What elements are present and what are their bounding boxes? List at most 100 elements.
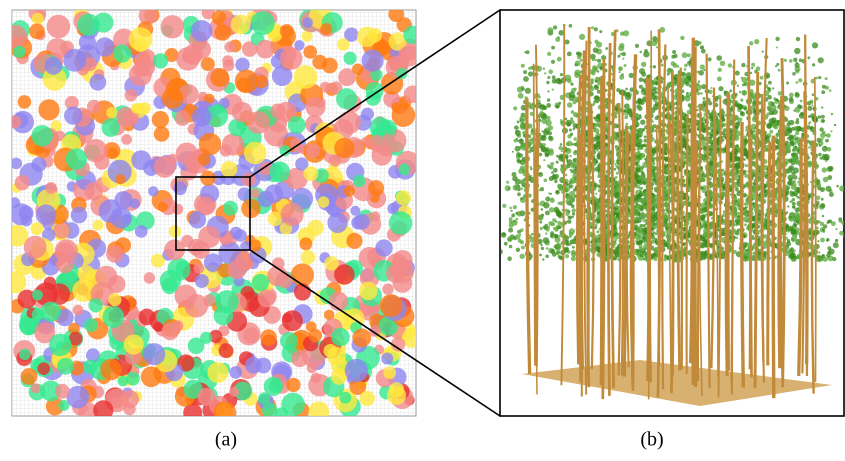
leaf (551, 171, 554, 174)
leaf (682, 124, 686, 129)
leaf (795, 161, 799, 165)
crown (30, 383, 41, 394)
crown (66, 385, 90, 409)
leaf (539, 226, 543, 231)
leaf (604, 88, 608, 92)
crown (359, 390, 375, 407)
crown (352, 174, 366, 188)
leaf (794, 249, 796, 252)
leaf (790, 200, 793, 203)
leaf (568, 182, 571, 185)
crown (143, 272, 156, 284)
crown (344, 358, 368, 383)
leaf (764, 213, 768, 217)
leaf (815, 195, 821, 201)
crown (110, 207, 132, 229)
crown (381, 352, 394, 365)
leaf (773, 123, 776, 126)
leaf (825, 138, 829, 143)
crown (390, 260, 414, 284)
leaf (818, 251, 821, 254)
leaf (507, 256, 512, 262)
crown (303, 166, 319, 182)
leaf (798, 78, 803, 83)
leaf (516, 211, 523, 217)
leaf (826, 253, 831, 258)
leaf (640, 152, 646, 158)
crown (388, 32, 407, 51)
leaf (537, 214, 544, 221)
leaf (642, 224, 646, 228)
leaf (791, 144, 795, 147)
leaf (776, 62, 780, 66)
crown (220, 161, 238, 178)
leaf (740, 76, 744, 80)
leaf (597, 123, 600, 127)
crown (255, 75, 269, 89)
leaf (623, 64, 627, 67)
leaf (698, 70, 704, 76)
leaf (616, 88, 621, 93)
crown (25, 324, 37, 335)
leaf (552, 218, 557, 223)
leaf (530, 167, 533, 171)
leaf (819, 221, 825, 226)
crown (279, 47, 303, 70)
leaf (651, 223, 658, 230)
leaf (516, 152, 521, 157)
crown (126, 371, 140, 386)
crown (123, 402, 136, 416)
leaf (822, 176, 829, 183)
leaf (572, 100, 577, 105)
leaf (685, 81, 690, 87)
leaf (659, 26, 666, 33)
crown (305, 97, 326, 118)
leaf (822, 254, 825, 257)
crown (330, 356, 348, 374)
leaf (753, 127, 756, 130)
leaf (750, 93, 756, 99)
crown (359, 281, 378, 301)
leaf (612, 206, 617, 211)
leaf (550, 231, 554, 236)
crown (12, 24, 28, 49)
crown (95, 265, 118, 288)
leaf (749, 79, 756, 86)
crown (248, 239, 262, 252)
leaf (641, 61, 647, 67)
crown (215, 290, 239, 314)
leaf (808, 146, 811, 149)
leaf (636, 116, 640, 121)
crown (353, 213, 370, 230)
leaf (547, 225, 551, 229)
leaf (775, 132, 780, 137)
crown (188, 211, 207, 229)
leaf (789, 140, 795, 145)
leaf (792, 224, 797, 229)
leaf (683, 200, 686, 204)
leaf (563, 239, 569, 245)
leaf (733, 102, 739, 108)
leaf (512, 219, 517, 223)
leaf (519, 253, 525, 259)
crown (221, 133, 245, 156)
crown (44, 56, 63, 75)
leaf (793, 180, 796, 183)
leaf (635, 203, 639, 207)
crown (34, 282, 59, 306)
leaf (696, 91, 701, 96)
leaf (643, 138, 648, 143)
crown (214, 24, 232, 41)
leaf (791, 126, 796, 131)
crown (295, 157, 309, 171)
leaf (701, 224, 706, 229)
leaf (665, 228, 672, 235)
leaf (716, 76, 722, 82)
crown (20, 368, 38, 385)
crown (161, 322, 179, 341)
leaf (650, 209, 656, 216)
leaf (808, 122, 811, 125)
crown (31, 125, 53, 147)
leaf (565, 192, 569, 197)
leaf (788, 96, 794, 102)
